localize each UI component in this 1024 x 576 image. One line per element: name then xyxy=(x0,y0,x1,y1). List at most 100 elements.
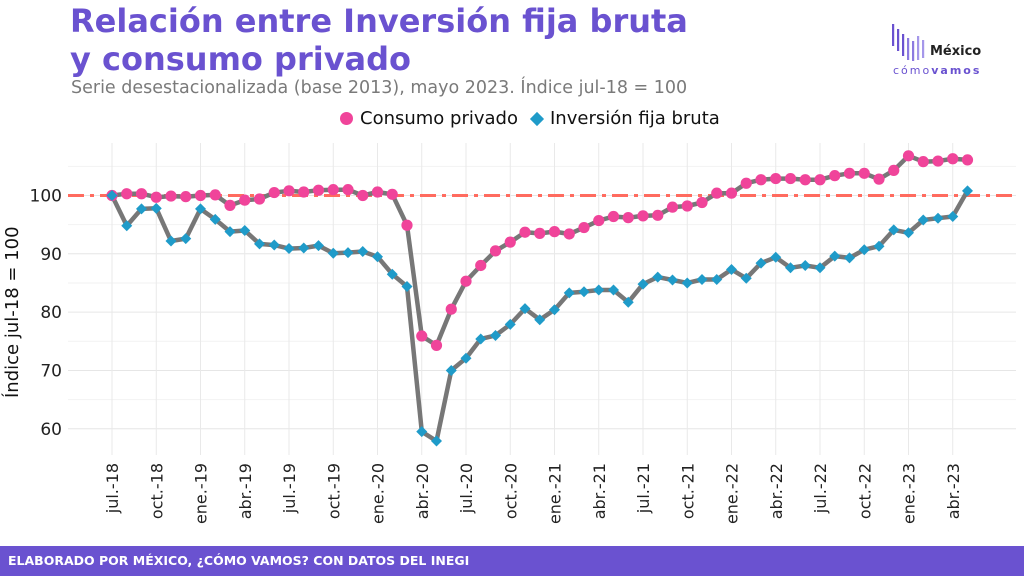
consumo-point xyxy=(342,184,354,196)
x-tick-label: abr.-23 xyxy=(944,463,963,519)
consumo-point xyxy=(548,226,561,238)
x-tick-label: abr.-21 xyxy=(590,463,609,519)
inversion-point xyxy=(239,224,251,236)
consumo-point xyxy=(770,172,782,185)
x-tick-label: oct.-21 xyxy=(678,463,697,519)
inversion-point xyxy=(136,203,147,215)
x-tick-label: oct.-22 xyxy=(855,463,874,519)
footer-bar: ELABORADO POR MÉXICO, ¿CÓMO VAMOS? CON D… xyxy=(0,546,1024,576)
inversion-point xyxy=(608,284,619,296)
consumo-point xyxy=(194,189,207,202)
consumo-point xyxy=(666,201,679,213)
x-tick-label: ene.-20 xyxy=(369,463,388,524)
consumo-point xyxy=(416,330,428,342)
consumo-point xyxy=(711,187,723,199)
x-tick-label: ene.-23 xyxy=(900,463,919,524)
inversion-point xyxy=(519,303,531,315)
consumo-point xyxy=(902,150,915,162)
inversion-point xyxy=(829,250,841,262)
inversion-point xyxy=(357,245,369,257)
footer-credit: ELABORADO POR MÉXICO, ¿CÓMO VAMOS? CON D… xyxy=(8,553,470,568)
consumo-point xyxy=(814,174,826,186)
inversion-point xyxy=(298,242,310,254)
consumo-point xyxy=(755,174,767,186)
inversion-point xyxy=(755,257,767,269)
legend: Consumo privado Inversión fija bruta xyxy=(340,108,734,129)
inversion-point xyxy=(903,227,914,239)
y-tick-label: 70 xyxy=(40,361,62,381)
consumo-point xyxy=(504,236,516,248)
inversion-point xyxy=(268,239,280,251)
inversion-point xyxy=(475,333,487,345)
inversion-point xyxy=(681,277,693,289)
y-tick-label: 90 xyxy=(40,245,62,265)
inversion-point xyxy=(254,238,265,250)
inversion-point xyxy=(313,240,324,252)
consumo-point xyxy=(563,228,575,240)
consumo-point xyxy=(239,194,251,206)
inversion-point xyxy=(401,280,413,292)
inversion-point xyxy=(637,278,649,290)
inversion-point xyxy=(342,247,354,259)
consumo-point xyxy=(150,191,162,203)
inversion-point xyxy=(106,189,118,201)
inversion-point xyxy=(121,220,133,232)
x-tick-label: oct.-20 xyxy=(501,463,520,519)
inversion-point xyxy=(711,273,723,285)
legend-item-consumo: Consumo privado xyxy=(340,108,518,129)
consumo-point xyxy=(475,259,487,272)
consumo-point xyxy=(622,212,634,224)
inversion-point xyxy=(534,314,546,326)
consumo-point xyxy=(180,191,192,203)
consumo-point xyxy=(209,189,221,201)
inversion-point xyxy=(932,212,944,224)
inversion-point xyxy=(873,240,885,252)
consumo-point xyxy=(430,339,443,351)
inversion-point xyxy=(224,226,236,238)
consumo-point xyxy=(165,190,177,202)
inversion-point xyxy=(283,243,295,255)
consumo-point xyxy=(135,188,148,200)
inversion-point xyxy=(209,213,221,225)
consumo-point xyxy=(917,156,929,168)
consumo-point xyxy=(858,167,870,179)
x-tick-label: jul.-22 xyxy=(811,463,830,514)
inversion-point xyxy=(740,272,752,284)
inversion-point xyxy=(770,251,782,263)
inversion-point xyxy=(917,214,929,226)
inversion-point xyxy=(622,296,634,308)
consumo-point xyxy=(947,153,959,165)
y-tick-label: 60 xyxy=(40,420,62,440)
inversion-point xyxy=(652,271,664,283)
consumo-point xyxy=(961,154,974,166)
x-tick-label: jul.-19 xyxy=(280,463,299,514)
inversion-point xyxy=(667,274,678,286)
x-tick-label: abr.-19 xyxy=(236,463,255,519)
inversion-point xyxy=(696,273,708,285)
inversion-point xyxy=(372,251,383,263)
x-tick-label: jul.-18 xyxy=(103,463,122,514)
consumo-point xyxy=(312,184,325,196)
inversion-point xyxy=(165,235,177,247)
inversion-point xyxy=(327,247,339,259)
x-tick-label: ene.-22 xyxy=(723,463,742,524)
consumo-point xyxy=(445,303,457,315)
x-tick-label: jul.-21 xyxy=(634,463,653,514)
consumo-point xyxy=(327,184,339,196)
inversion-point xyxy=(799,259,811,271)
consumo-point xyxy=(386,188,398,200)
inversion-point xyxy=(195,203,206,215)
x-tick-label: abr.-20 xyxy=(413,463,432,519)
consumo-point xyxy=(784,172,797,185)
inversion-point xyxy=(947,210,959,222)
line-chart: 60 70 80 90 100 jul.-18 oct.-18 ene.-19 abr.-19 j… xyxy=(30,143,1016,524)
consumo-point xyxy=(696,196,708,209)
inversion-point xyxy=(726,264,737,276)
inversion-point xyxy=(490,329,501,341)
consumo-point xyxy=(298,186,310,198)
inversion-point xyxy=(962,185,973,197)
inversion-point xyxy=(445,364,457,376)
inversion-point xyxy=(814,262,826,274)
inversion-point xyxy=(593,284,605,296)
consumo-point xyxy=(607,210,620,223)
